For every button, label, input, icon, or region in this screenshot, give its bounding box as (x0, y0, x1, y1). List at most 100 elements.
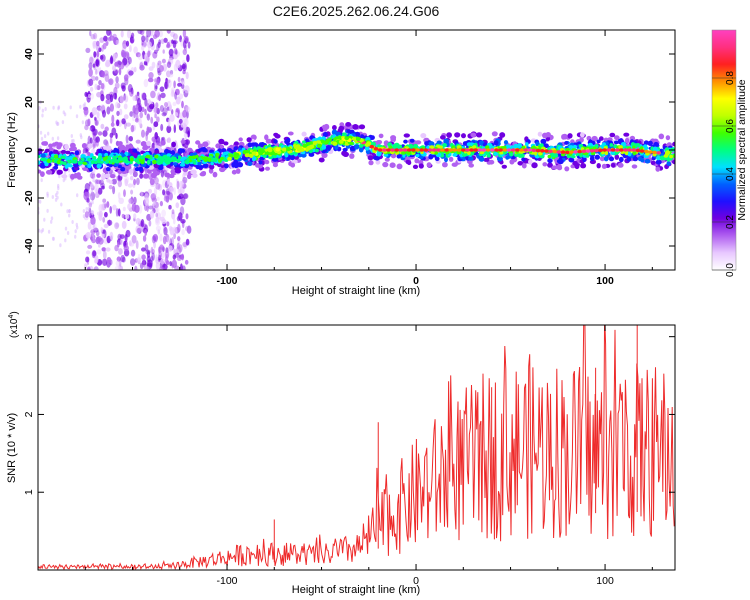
noise-speckle (183, 193, 189, 200)
spectrum-blob (603, 156, 609, 162)
noise-speckle (161, 219, 167, 225)
noise-speckle (146, 30, 152, 38)
noise-speckle (123, 94, 129, 103)
spectrogram-y-tick-label: 0 (23, 147, 35, 153)
spectrum-peak (585, 149, 591, 153)
noise-speckle (85, 232, 92, 239)
spectrum-blob (333, 137, 338, 141)
colorbar-tick-label: 0.0 (725, 263, 736, 277)
spectrum-blob (66, 162, 71, 168)
spectrum-blob (157, 160, 163, 165)
noise-speckle (141, 92, 146, 101)
spectrum-blob (301, 131, 307, 137)
spectrum-blob (233, 146, 238, 151)
spectrum-peak (406, 148, 412, 152)
noise-speckle (180, 263, 183, 270)
noise-speckle (85, 250, 91, 255)
spectrum-blob (152, 170, 158, 177)
noise-speckle (112, 65, 117, 72)
noise-speckle (92, 223, 96, 228)
noise-speckle (117, 179, 123, 188)
noise-speckle (59, 243, 62, 248)
noise-speckle (155, 85, 158, 90)
spectrum-blob (96, 157, 100, 163)
spectrum-blob (81, 157, 85, 162)
noise-speckle (152, 201, 156, 206)
noise-speckle (129, 36, 135, 44)
noise-speckle (169, 187, 174, 193)
spectrum-blob (117, 164, 122, 169)
spectrum-blob (618, 145, 623, 150)
spectrum-blob (556, 163, 562, 170)
spectrum-blob (170, 169, 177, 174)
noise-speckle (91, 200, 94, 205)
spectrum-blob (572, 144, 578, 150)
spectrum-blob (138, 166, 143, 172)
spectrum-blob (173, 156, 177, 162)
noise-speckle (155, 225, 161, 232)
spectrum-peak (560, 150, 566, 154)
noise-speckle (90, 34, 96, 40)
noise-speckle (121, 213, 125, 219)
noise-speckle (102, 109, 106, 118)
noise-speckle (52, 105, 55, 110)
spectrum-blob (197, 161, 202, 166)
noise-speckle (185, 139, 190, 145)
noise-speckle (126, 30, 132, 39)
noise-speckle (87, 266, 91, 270)
noise-speckle (129, 240, 132, 247)
snr-y-axis-label: SNR (10 * v/v) (6, 413, 18, 483)
noise-speckle (143, 78, 149, 88)
snr-y-tick-label: 3 (23, 334, 35, 340)
spectrum-peak (639, 149, 645, 153)
noise-speckle (115, 101, 119, 109)
spectrum-blob (142, 173, 150, 179)
noise-speckle (134, 118, 140, 123)
noise-speckle (86, 191, 90, 199)
spectrum-blob (273, 139, 278, 144)
noise-speckle (96, 249, 102, 255)
spectrum-blob (354, 144, 360, 150)
noise-speckle (141, 259, 147, 266)
spectrum-peak (656, 151, 661, 155)
spectrogram-y-tick-label: 40 (23, 48, 35, 60)
noise-speckle (172, 254, 176, 260)
spectrum-blob (656, 156, 661, 161)
noise-speckle (139, 173, 144, 179)
spectrum-peak (419, 148, 425, 152)
spectrum-blob (166, 156, 171, 161)
noise-speckle (94, 254, 99, 264)
spectrum-blob (553, 153, 559, 158)
spectrum-blob (405, 159, 411, 165)
noise-speckle (133, 213, 137, 220)
spectrum-blob (90, 160, 95, 165)
spectrum-blob (466, 142, 472, 147)
noise-speckle (174, 112, 179, 117)
colorbar-tick-label: 0.4 (725, 167, 736, 181)
noise-speckle (89, 195, 93, 200)
noise-speckle (116, 256, 122, 262)
noise-speckle (132, 112, 135, 122)
noise-speckle (87, 221, 92, 230)
spectrum-peak (436, 148, 441, 152)
noise-speckle (145, 249, 151, 255)
spectrum-blob (452, 153, 458, 157)
noise-speckle (182, 110, 187, 118)
noise-speckle (123, 103, 128, 110)
noise-speckle (109, 206, 112, 214)
noise-speckle (118, 197, 124, 204)
noise-speckle (145, 113, 149, 119)
spectrum-blob (341, 132, 347, 137)
noise-speckle (170, 31, 176, 38)
noise-speckle (184, 37, 189, 44)
noise-speckle (90, 216, 96, 225)
spectrum-blob (70, 173, 75, 180)
noise-speckle (109, 231, 114, 241)
spectrum-peak (614, 148, 620, 152)
noise-speckle (54, 197, 58, 202)
noise-speckle (125, 134, 129, 144)
spectrum-blob (322, 125, 328, 132)
spectrogram-y-tick-label: -40 (23, 238, 35, 253)
noise-speckle (166, 260, 170, 266)
spectrum-peak (427, 148, 433, 152)
